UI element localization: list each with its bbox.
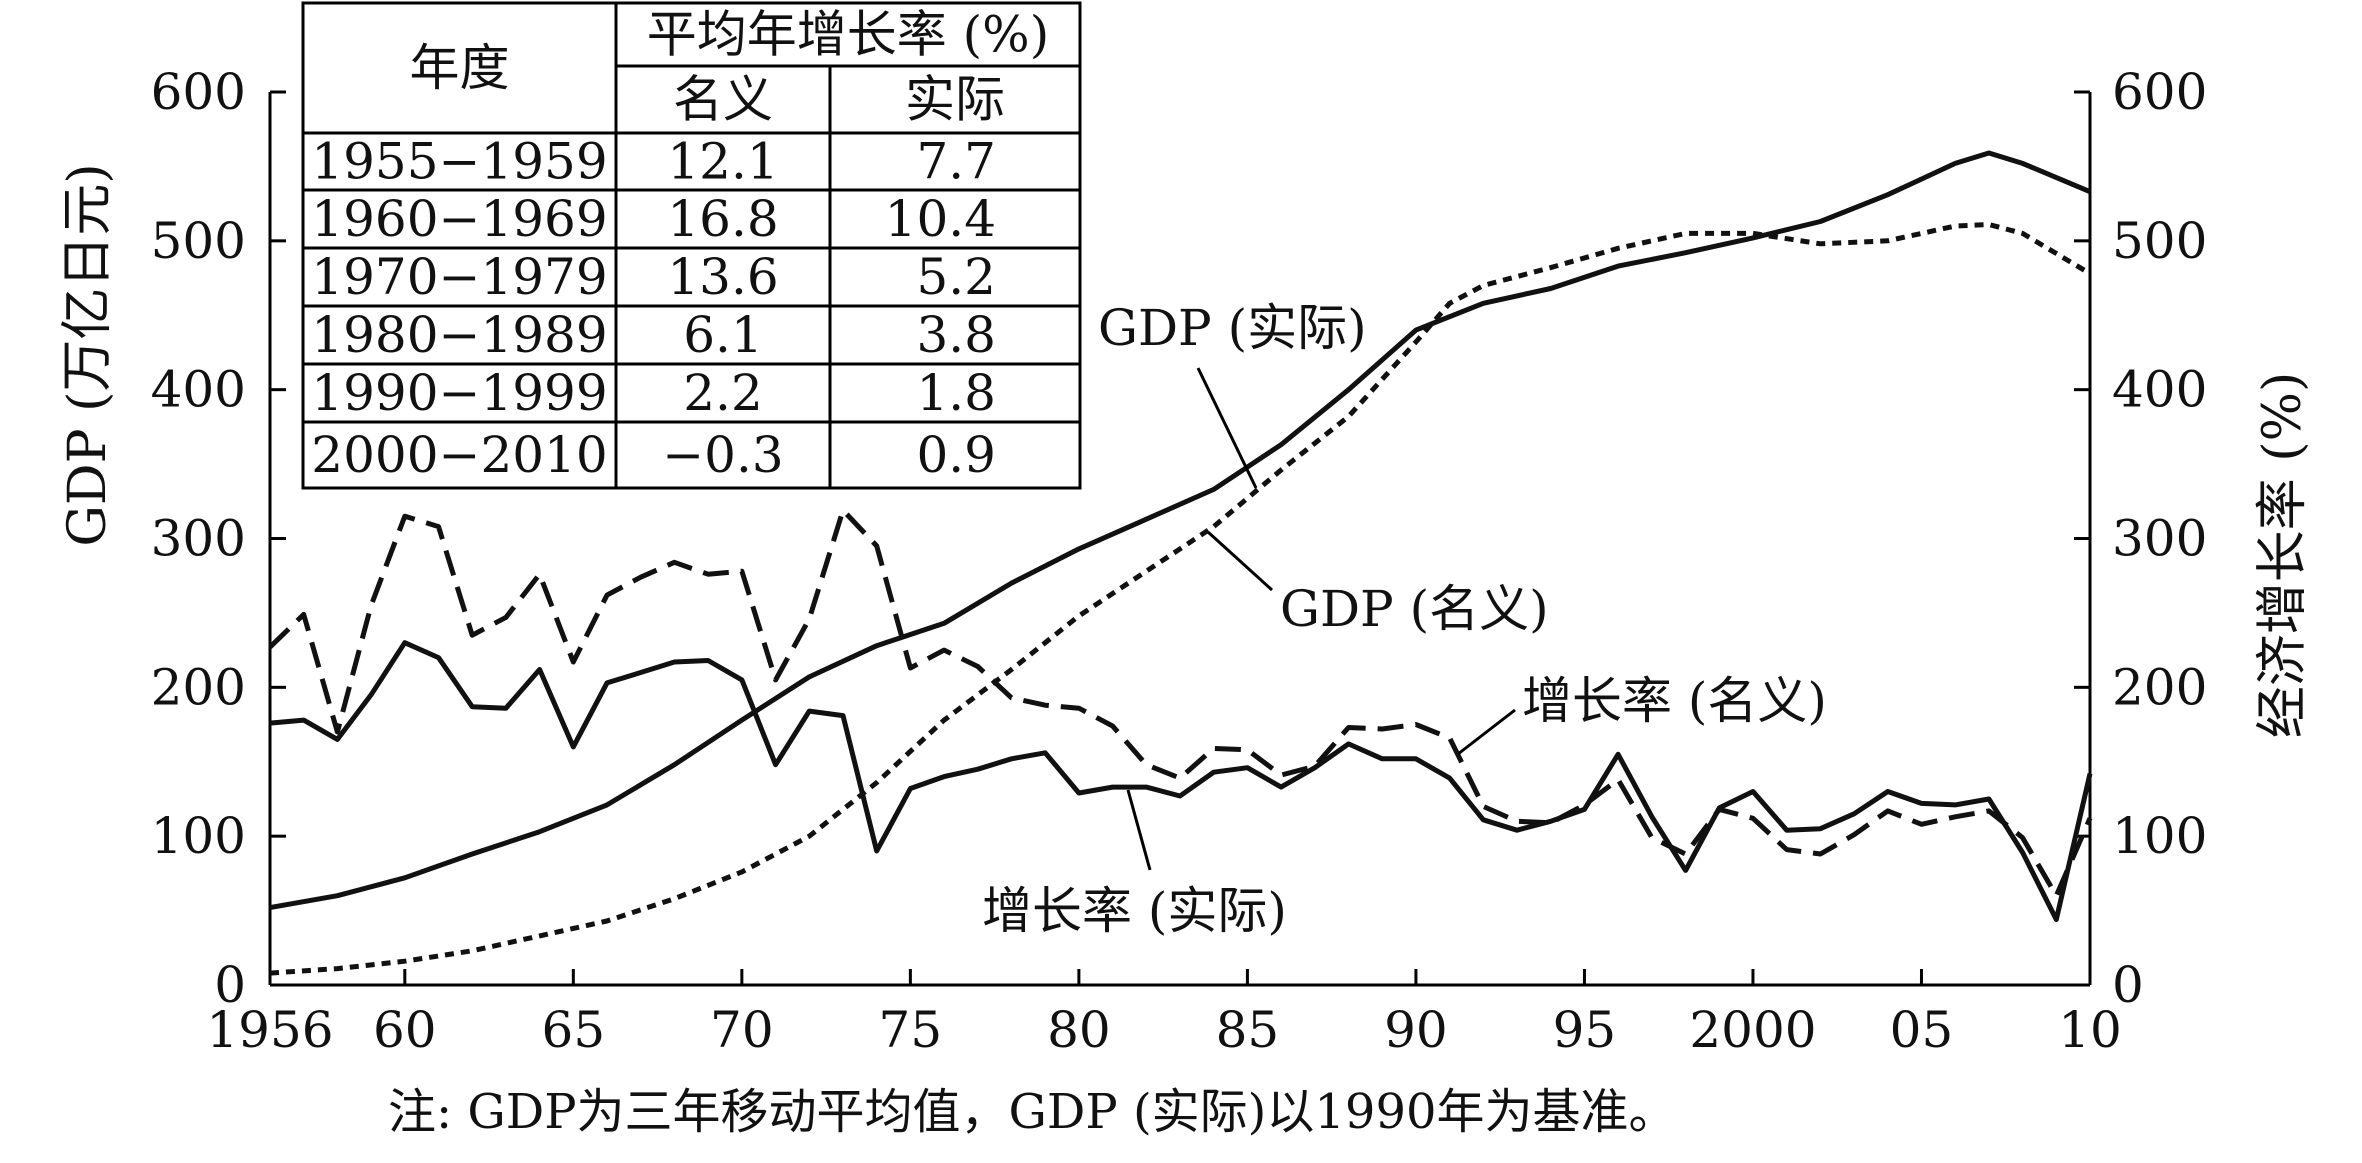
annotation-label-3: 增长率 (名义) <box>1522 672 1827 730</box>
series-line-3 <box>268 507 2093 899</box>
table-cell-period-1: 1955−1959 <box>311 133 607 191</box>
x-tick-label-2005: 05 <box>1890 1001 1954 1059</box>
table-cell-period-5: 1990−1999 <box>311 364 607 422</box>
table-cell-real-6: 0.9 <box>916 426 996 484</box>
y2-tick-label-100: 100 <box>2112 807 2207 865</box>
table-cell-nominal-3: 13.6 <box>667 248 778 306</box>
table-subheader-2: 实际 <box>905 71 1005 129</box>
y-tick-label-500: 500 <box>151 212 246 270</box>
y-tick-label-200: 200 <box>151 658 246 716</box>
table-cell-period-6: 2000−2010 <box>311 426 607 484</box>
annotation-label-1: GDP (实际) <box>1098 299 1367 357</box>
annotation-label-4: 增长率 (实际) <box>982 882 1287 940</box>
x-tick-label-1956: 1956 <box>206 1001 333 1059</box>
table-cell-real-5: 1.8 <box>916 364 996 422</box>
x-tick-label-1990: 90 <box>1384 1001 1448 1059</box>
y2-tick-label-500: 500 <box>2112 212 2207 270</box>
annotation-leaders <box>1126 367 1516 871</box>
table-cell-real-2: 10.4 <box>885 190 996 248</box>
annotation-leader-2 <box>1206 530 1274 592</box>
table-cell-nominal-2: 16.8 <box>667 190 778 248</box>
y2-tick-label-300: 300 <box>2112 510 2207 568</box>
axes: 1956 60 65 70 75 80 85 90 95 2000 05 10010020030040… <box>151 63 2208 1059</box>
right-axis-title: 经济增长率 (%) <box>2253 372 2313 739</box>
table-cell-period-2: 1960−1969 <box>311 190 607 248</box>
table-subheader-1: 名义 <box>673 71 773 129</box>
x-tick-label-1970: 70 <box>710 1001 774 1059</box>
y-tick-label-600: 600 <box>151 63 246 121</box>
x-tick-label-2010: 10 <box>2058 1001 2122 1059</box>
y2-tick-label-200: 200 <box>2112 658 2207 716</box>
table-cell-nominal-5: 2.2 <box>683 364 763 422</box>
table-cell-nominal-1: 12.1 <box>667 133 778 191</box>
table-frame <box>301 1 1082 490</box>
x-tick-label-1975: 75 <box>879 1001 943 1059</box>
annotation-leader-3 <box>1457 708 1516 756</box>
y-tick-label-100: 100 <box>151 807 246 865</box>
y-tick-label-300: 300 <box>151 510 246 568</box>
annotation-label-2: GDP (名义) <box>1280 580 1549 638</box>
y-tick-label-400: 400 <box>151 361 246 419</box>
annotation-leader-1 <box>1196 367 1258 489</box>
left-axis-title: GDP (万亿日元) <box>58 163 118 546</box>
table-cell-period-3: 1970−1979 <box>311 248 607 306</box>
table-cell-real-3: 5.2 <box>916 248 996 306</box>
y2-tick-label-400: 400 <box>2112 361 2207 419</box>
x-tick-label-1965: 65 <box>542 1001 606 1059</box>
series-line-4 <box>269 640 2093 922</box>
table-header-group: 平均年增长率 (%) <box>647 6 1049 64</box>
table-cell-nominal-6: −0.3 <box>662 426 783 484</box>
table-cell-real-1: 7.7 <box>916 133 996 191</box>
table-cell-real-4: 3.8 <box>916 306 996 364</box>
footnote: 注: GDP为三年移动平均值，GDP (实际)以1990年为基准。 <box>388 1084 1677 1140</box>
annotations: GDP (实际) GDP (名义) 增长率 (名义) 增长率 (实际) <box>982 299 1827 940</box>
y2-tick-label-0: 0 <box>2112 956 2144 1014</box>
table-cell-nominal-4: 6.1 <box>683 306 763 364</box>
table-cell-period-4: 1980−1989 <box>311 306 607 364</box>
x-tick-label-1985: 85 <box>1216 1001 1280 1059</box>
table-header-year: 年度 <box>410 39 510 97</box>
x-tick-label-1995: 95 <box>1553 1001 1617 1059</box>
y-tick-label-0: 0 <box>214 956 246 1014</box>
x-tick-label-1960: 60 <box>373 1001 437 1059</box>
x-tick-label-2000: 2000 <box>1689 1001 1816 1059</box>
series-line-1 <box>269 150 2091 911</box>
annotation-leader-4 <box>1126 789 1152 871</box>
x-tick-label-1980: 80 <box>1047 1001 1111 1059</box>
series-layer <box>268 150 2093 976</box>
y2-tick-label-600: 600 <box>2112 63 2207 121</box>
growth-rate-table: 年度 平均年增长率 (%) 名义 实际 1955−1959 12.1 7.7 1960−196… <box>301 1 1082 490</box>
